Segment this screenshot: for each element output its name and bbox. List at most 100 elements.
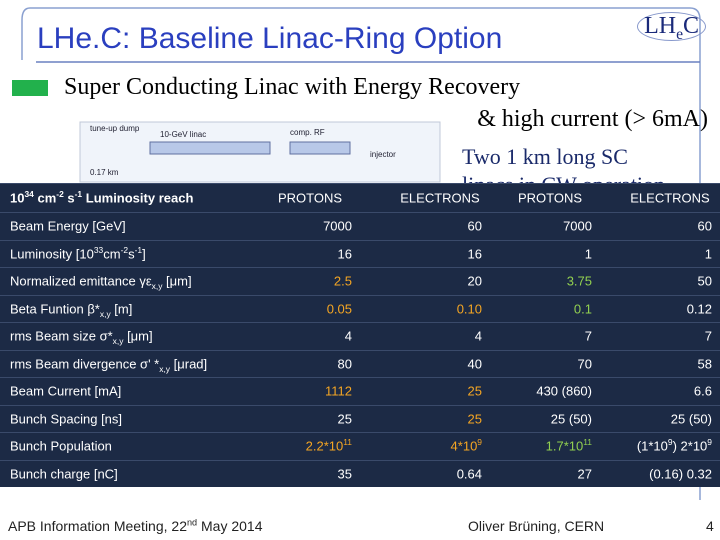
text-run: 9	[667, 437, 673, 448]
text-run: Beta Funtion β*	[10, 301, 100, 317]
table-cell: 2.5	[333, 273, 352, 289]
text-run: 9	[707, 437, 712, 448]
table-cell: 20	[467, 273, 482, 289]
text-run: 34	[24, 189, 34, 200]
text-run: APB Information Meeting, 22	[8, 518, 187, 534]
row-label: Bunch Spacing [ns]	[10, 411, 123, 427]
table-cell: 70	[577, 356, 592, 372]
text-run: [μrad]	[170, 356, 208, 372]
text-run: rms Beam divergence σ' *	[10, 356, 160, 372]
text-run: cm	[103, 246, 121, 262]
text-run: 1.7*10	[545, 438, 584, 454]
table-cell: 60	[697, 218, 712, 234]
table-cell: 3.75	[566, 273, 592, 289]
text-run: C	[682, 13, 699, 39]
table-cell: 6.6	[693, 383, 712, 399]
text-run: [μm]	[162, 273, 192, 289]
diagram-label: injector	[370, 150, 396, 159]
text-run: -1	[74, 189, 83, 200]
diagram-label: comp. RF	[290, 128, 325, 137]
page-number: 4	[706, 518, 714, 534]
table-cell: 0.10	[456, 301, 482, 317]
table-cell: 80	[337, 356, 352, 372]
column-header: ELECTRONS	[630, 190, 710, 206]
table-cell: 0.05	[326, 301, 352, 317]
text-run: x,y	[112, 336, 124, 347]
table-cell: 25 (50)	[550, 411, 592, 427]
table-row: Bunch Spacing [ns] 25 25 25 (50) 25 (50)	[0, 404, 720, 432]
table-cell: 35	[337, 466, 352, 482]
table-cell: 7	[704, 328, 712, 344]
table-cell: 60	[467, 218, 482, 234]
text-run: LH	[644, 13, 677, 39]
text-run: x,y	[159, 363, 171, 374]
text-run: -1	[134, 244, 143, 255]
row-label: Beam Energy [GeV]	[10, 218, 126, 234]
text-run: 2.2*10	[305, 438, 344, 454]
row-label: Bunch charge [nC]	[10, 466, 118, 482]
table-cell: 0.64	[456, 466, 482, 482]
table-cell: 7	[584, 328, 592, 344]
table-cell: (0.16) 0.32	[649, 466, 712, 482]
text-run: 4*10	[450, 438, 478, 454]
row-label: Bunch Population	[10, 438, 112, 454]
table-header-row: 1034 cm-2 s-1 Luminosity reach PROTONS ELE…	[0, 183, 720, 212]
text-run: May 2014	[197, 518, 263, 534]
table-cell: 7000	[563, 218, 592, 234]
text-run: 10	[10, 190, 25, 206]
diagram-label: 0.17 km	[90, 168, 119, 177]
table-cell: 1112	[325, 383, 352, 399]
text-run: Normalized emittance γε	[10, 273, 152, 289]
column-header: PROTONS	[277, 190, 343, 206]
table-row: Normalized emittance γεx,y [μm] 2.5 20 3.75…	[0, 267, 720, 295]
table: 1034 cm-2 s-1 Luminosity reach PROTONS ELE…	[0, 183, 720, 487]
table-cell: 7000	[323, 218, 352, 234]
table-cell: 2.2*1011	[305, 437, 352, 454]
text-run: s	[63, 190, 75, 206]
text-run: x,y	[151, 281, 163, 292]
logo: LHeC	[637, 12, 706, 43]
text-run: ]	[142, 246, 146, 262]
table-row: rms Beam divergence σ' *x,y [μrad] 80 40 70…	[0, 349, 720, 377]
row-label: rms Beam divergence σ' *x,y [μrad]	[10, 356, 208, 374]
table-row: Beam Energy [GeV] 7000 60 7000 60	[0, 212, 720, 240]
row-label: 1034 cm-2 s-1 Luminosity reach	[10, 189, 194, 206]
text-run: Luminosity [10	[10, 246, 94, 262]
table-cell: 430 (860)	[536, 383, 592, 399]
text-run: [μm]	[123, 328, 153, 344]
table-cell: 16	[467, 246, 482, 262]
bullet-text: Super Conducting Linac with Energy Recov…	[64, 74, 521, 100]
row-label: Beam Current [mA]	[10, 383, 122, 399]
text-run: 33	[93, 244, 104, 255]
column-header: PROTONS	[517, 190, 583, 206]
text-run: -2	[56, 189, 64, 200]
table-row: rms Beam size σ*x,y [μm] 4 4 7 7	[0, 322, 720, 350]
note-text: Two 1 km long SC	[462, 144, 628, 169]
table-row: Bunch Population 2.2*1011 4*109 1.7*1011 (1*…	[0, 432, 720, 460]
text-run: [m]	[110, 301, 133, 317]
table-cell: 58	[697, 356, 712, 372]
text-run: ) 2*10	[672, 438, 708, 454]
table-row: Bunch charge [nC] 35 0.64 27 (0.16) 0.32	[0, 459, 720, 487]
text-run: s	[128, 246, 135, 262]
text-run: e	[676, 25, 683, 43]
table-cell: 0.1	[573, 301, 592, 317]
table-cell: 1	[584, 246, 592, 262]
table-cell: (1*109) 2*109	[636, 437, 712, 454]
row-label: rms Beam size σ*x,y [μm]	[10, 328, 153, 347]
text-run: 11	[343, 437, 352, 448]
row-label: Luminosity [1033cm-2s-1]	[10, 244, 146, 262]
text-run: Luminosity reach	[82, 190, 194, 206]
footer-text: Oliver Brüning, CERN	[468, 518, 605, 534]
column-header: ELECTRONS	[400, 190, 480, 206]
row-label: Beta Funtion β*x,y [m]	[10, 301, 133, 318]
table-cell: 27	[577, 466, 592, 482]
text-run: 9	[477, 437, 482, 448]
table-cell: 25	[467, 383, 482, 399]
text-run: 11	[583, 437, 592, 448]
text-run: (1*10	[636, 438, 668, 454]
bullet-text: & high current (> 6mA)	[477, 106, 708, 132]
text-run: nd	[187, 517, 198, 528]
table-cell: 4	[344, 328, 352, 344]
